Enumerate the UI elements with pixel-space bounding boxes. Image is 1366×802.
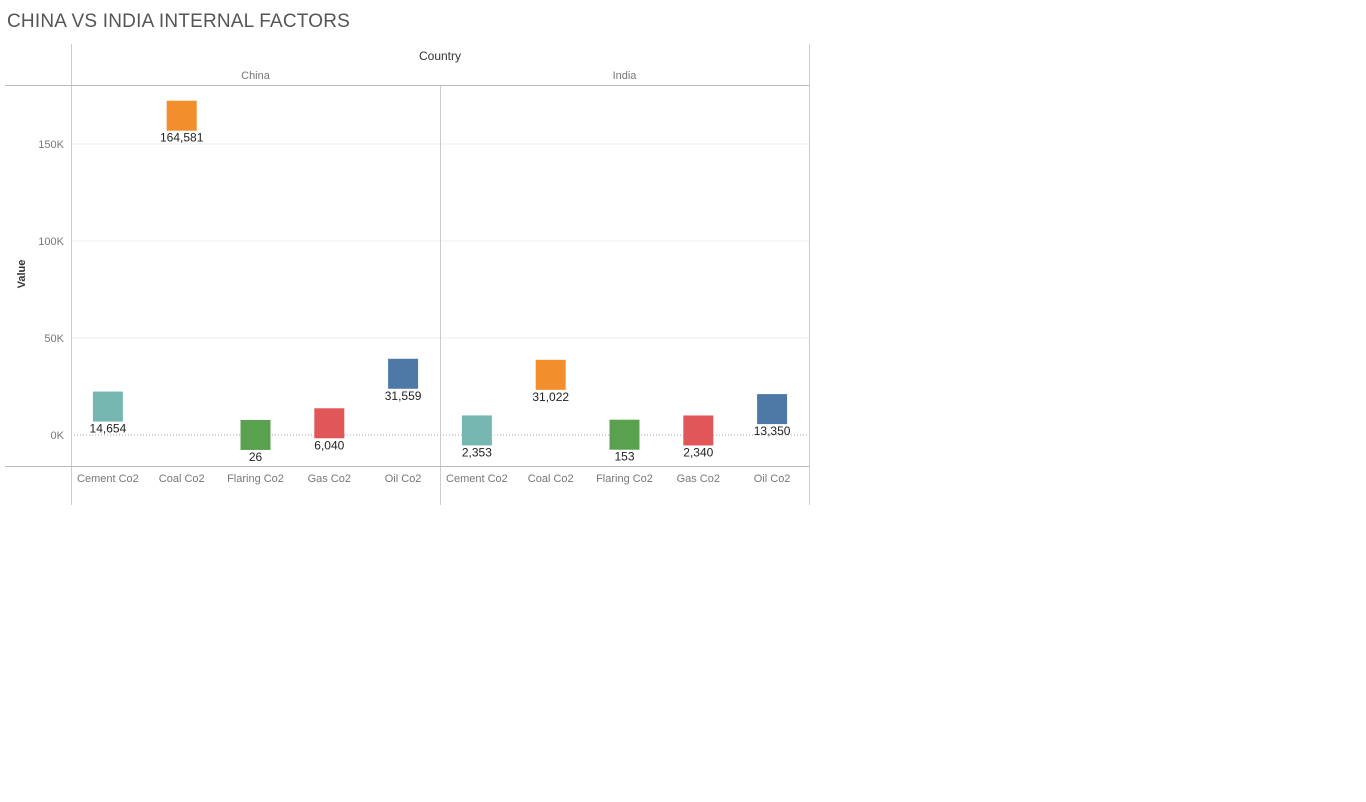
y-axis-label: Value (16, 260, 28, 289)
square-mark-india-oil-co2 (757, 394, 788, 425)
square-mark-india-cement-co2 (461, 415, 492, 446)
data-label: 14,654 (90, 422, 127, 436)
square-mark-china-gas-co2 (314, 408, 345, 439)
country-header: Country (419, 49, 461, 63)
square-mark-india-coal-co2 (535, 359, 566, 390)
y-tick-label: 0K (51, 430, 65, 442)
chart-title: CHINA VS INDIA INTERNAL FACTORS (7, 11, 350, 32)
y-tick-label: 50K (44, 333, 64, 345)
square-mark-china-flaring-co2 (240, 419, 271, 450)
data-label: 6,040 (314, 438, 344, 452)
category-label: Oil Co2 (754, 473, 791, 485)
data-label: 26 (249, 450, 263, 464)
category-label: Cement Co2 (77, 473, 139, 485)
y-tick-label: 100K (38, 236, 64, 248)
data-label: 2,340 (683, 445, 713, 459)
category-label: Gas Co2 (308, 473, 351, 485)
data-label: 164,581 (160, 131, 204, 145)
category-label: Cement Co2 (446, 473, 508, 485)
square-mark-india-flaring-co2 (609, 419, 640, 450)
y-axis: Value 0K 50K 100K 150K (16, 139, 65, 442)
data-label: 2,353 (462, 445, 492, 459)
square-mark-india-gas-co2 (683, 415, 714, 446)
square-mark-china-coal-co2 (166, 100, 197, 131)
category-label: Oil Co2 (385, 473, 422, 485)
chart-marks: 14,654 164,581 26 6,040 31,559 2,353 31,022 153… (90, 100, 791, 464)
category-label: Flaring Co2 (227, 473, 284, 485)
data-label: 153 (614, 450, 634, 464)
category-label: Gas Co2 (677, 473, 720, 485)
panel-header-india: India (613, 70, 638, 82)
square-mark-china-oil-co2 (388, 358, 419, 389)
data-label: 31,559 (385, 389, 422, 403)
category-label: Coal Co2 (528, 473, 574, 485)
panel-headers: Country China India (241, 49, 637, 82)
square-mark-china-cement-co2 (92, 391, 123, 422)
y-tick-label: 150K (38, 139, 64, 151)
data-label: 31,022 (532, 390, 569, 404)
panel-header-china: China (241, 70, 271, 82)
category-label: Flaring Co2 (596, 473, 653, 485)
chart-frame: Cement Co2 Coal Co2 Flaring Co2 Gas Co2 Oil … (5, 44, 810, 505)
category-label: Coal Co2 (159, 473, 205, 485)
data-label: 13,350 (754, 424, 791, 438)
